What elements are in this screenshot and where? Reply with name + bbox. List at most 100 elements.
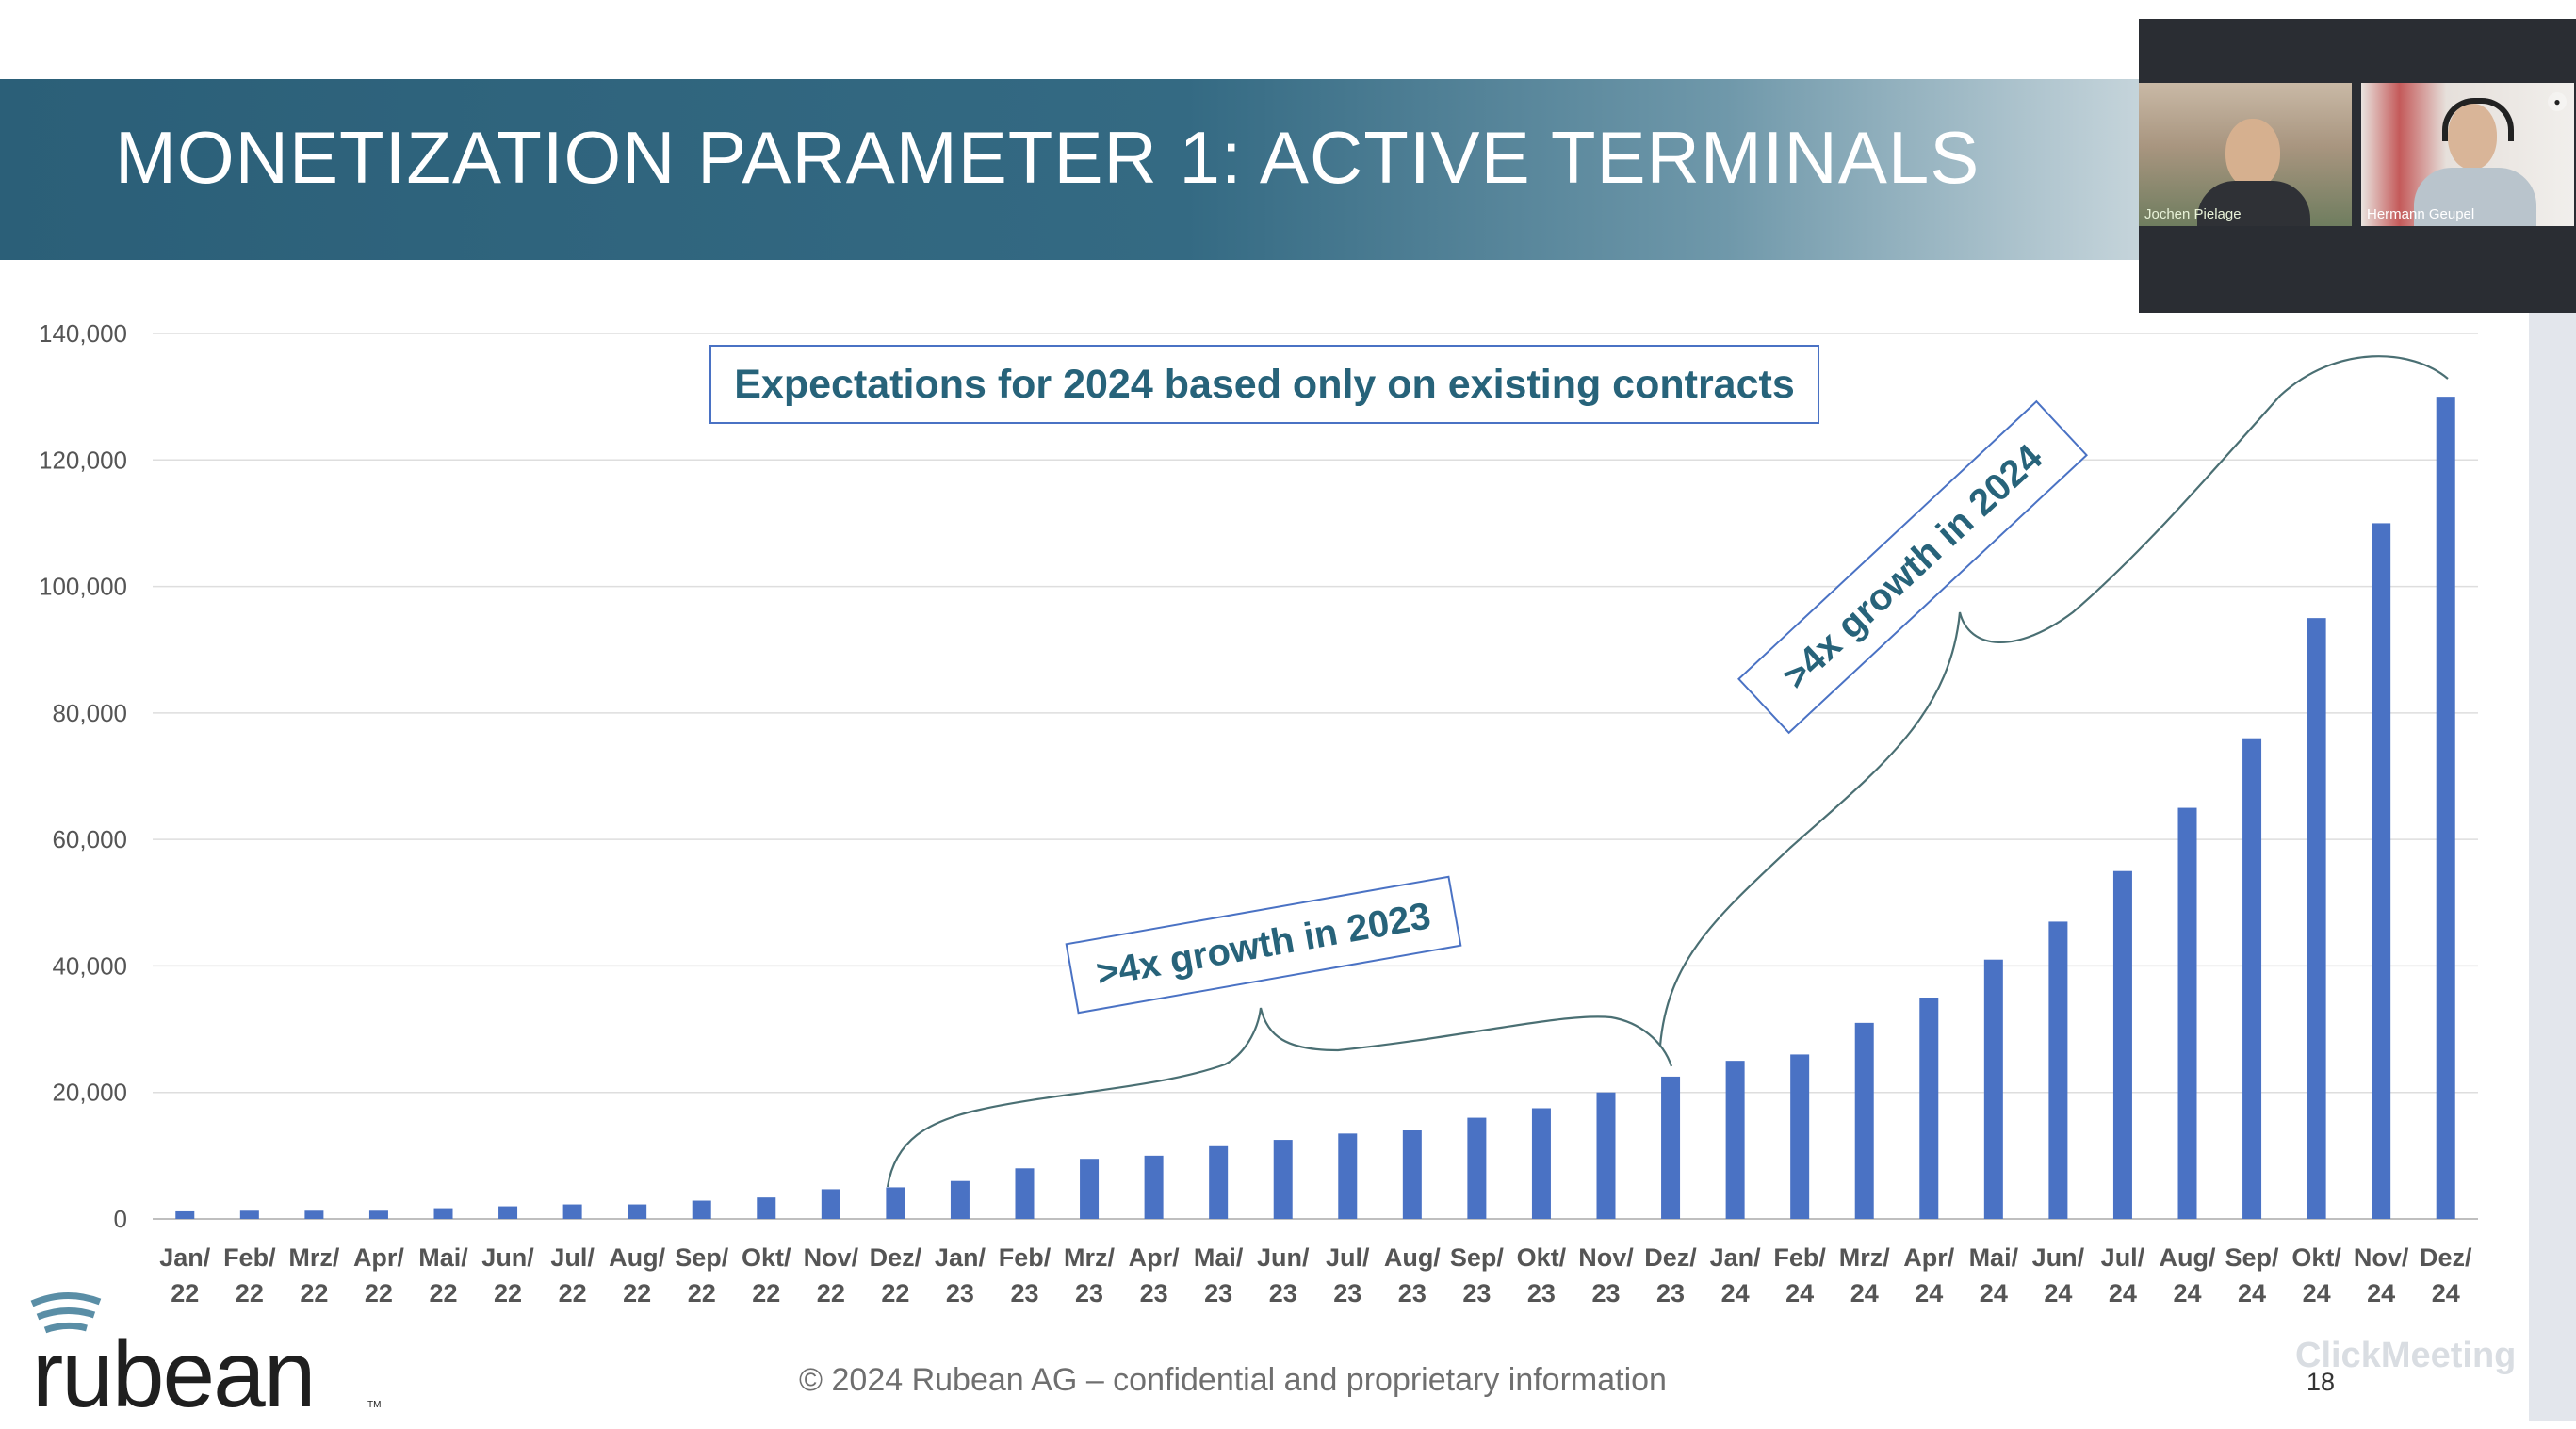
x-tick-label: 23 [1591,1279,1620,1307]
clickmeeting-watermark: ClickMeeting [2295,1336,2517,1375]
x-tick-label: Okt/ [2291,1243,2341,1272]
bar [1144,1155,1164,1219]
x-tick-label: 23 [1656,1279,1685,1307]
x-tick-label: 22 [817,1279,845,1307]
bar [2048,921,2068,1219]
bar [1402,1130,1422,1219]
x-tick-label: 23 [1269,1279,1297,1307]
x-tick-label: Feb/ [1773,1243,1826,1272]
bar [239,1210,259,1219]
bar [1919,998,1939,1219]
bar [2372,523,2391,1219]
y-tick-label: 20,000 [52,1079,127,1107]
logo-trademark: TM [367,1400,382,1410]
expectations-annotation: Expectations for 2024 based only on exis… [709,345,1819,424]
participant-name-1: Jochen Pielage [2144,206,2242,222]
y-tick-label: 100,000 [39,573,127,601]
microphone-icon: ● [2548,92,2567,111]
bar [1273,1140,1293,1219]
y-tick-label: 0 [114,1205,127,1233]
bar [1209,1145,1229,1219]
bar [1854,1022,1874,1219]
brace-2024 [1658,355,2449,1047]
y-tick-label: 80,000 [52,699,127,727]
x-tick-label: Feb/ [223,1243,276,1272]
x-tick-label: 23 [946,1279,974,1307]
bar [562,1204,582,1219]
y-tick-label: 60,000 [52,825,127,853]
x-tick-label: 22 [236,1279,264,1307]
bar [628,1204,647,1219]
x-tick-label: Mai/ [1194,1243,1244,1272]
x-tick-label: Mrz/ [288,1243,339,1272]
bar [1080,1159,1100,1219]
x-tick-label: Jul/ [2101,1243,2145,1272]
x-tick-label: 22 [494,1279,522,1307]
x-tick-label: Jun/ [1257,1243,1310,1272]
scrollbar-track[interactable] [2529,313,2576,1421]
bar [1661,1076,1681,1219]
bar [304,1210,324,1219]
x-tick-label: Mrz/ [1064,1243,1115,1272]
footer-copyright: © 2024 Rubean AG – confidential and prop… [799,1362,1667,1398]
bar [1983,959,2003,1219]
x-tick-label: 23 [1140,1279,1168,1307]
x-tick-label: Jan/ [1710,1243,1762,1272]
video-panel: Jochen Pielage ● Hermann Geupel [2139,19,2576,313]
participant-name-2: Hermann Geupel [2367,206,2475,222]
x-tick-label: Sep/ [675,1243,729,1272]
slide-title: MONETIZATION PARAMETER 1: ACTIVE TERMINA… [115,116,1981,199]
x-tick-label: 23 [1075,1279,1103,1307]
x-tick-label: 24 [1785,1279,1814,1307]
participant-body-2 [2414,168,2536,226]
bar [175,1210,195,1219]
x-tick-label: Nov/ [804,1243,859,1272]
x-tick-label: Jan/ [935,1243,986,1272]
x-tick-label: Jun/ [481,1243,534,1272]
participant-tile-1[interactable]: Jochen Pielage [2139,83,2352,226]
bar [1467,1117,1487,1219]
page-number: 18 [2307,1368,2336,1396]
x-tick-label: Sep/ [2225,1243,2280,1272]
x-tick-label: 24 [2173,1279,2201,1307]
x-tick-label: 24 [2109,1279,2137,1307]
brace-2023 [886,1007,1673,1188]
x-tick-label: Nov/ [2354,1243,2409,1272]
headset-icon [2442,98,2514,141]
x-tick-label: 24 [2367,1279,2395,1307]
bar [2242,738,2262,1219]
bar [692,1200,711,1219]
rubean-logo [28,1283,386,1415]
bar [1015,1168,1035,1219]
x-tick-label: 24 [2303,1279,2331,1307]
x-tick-label: Apr/ [1903,1243,1954,1272]
x-tick-label: 23 [1204,1279,1232,1307]
x-tick-label: 22 [171,1279,199,1307]
bar [1338,1133,1358,1219]
x-tick-label: Apr/ [1129,1243,1180,1272]
bar [2436,397,2455,1220]
x-tick-label: Jul/ [550,1243,595,1272]
title-banner [0,79,2158,260]
x-tick-label: Nov/ [1578,1243,1634,1272]
x-tick-label: 22 [623,1279,651,1307]
x-tick-label: 23 [1462,1279,1491,1307]
logo-wordmark: rubean [32,1322,316,1427]
x-tick-label: Aug/ [609,1243,665,1272]
participant-tile-2[interactable]: ● Hermann Geupel [2361,83,2574,226]
bar [1596,1092,1616,1219]
x-tick-label: 24 [1915,1279,1943,1307]
x-tick-label: Aug/ [1384,1243,1441,1272]
x-tick-label: 23 [1527,1279,1556,1307]
bar [950,1180,970,1219]
x-tick-label: 24 [2238,1279,2266,1307]
bar [433,1208,453,1219]
x-tick-label: 22 [688,1279,716,1307]
x-tick-label: Mai/ [418,1243,468,1272]
x-tick-label: Okt/ [1517,1243,1567,1272]
bar [821,1189,840,1219]
bar [2112,870,2132,1219]
x-tick-label: 24 [2044,1279,2072,1307]
x-tick-label: 22 [559,1279,587,1307]
